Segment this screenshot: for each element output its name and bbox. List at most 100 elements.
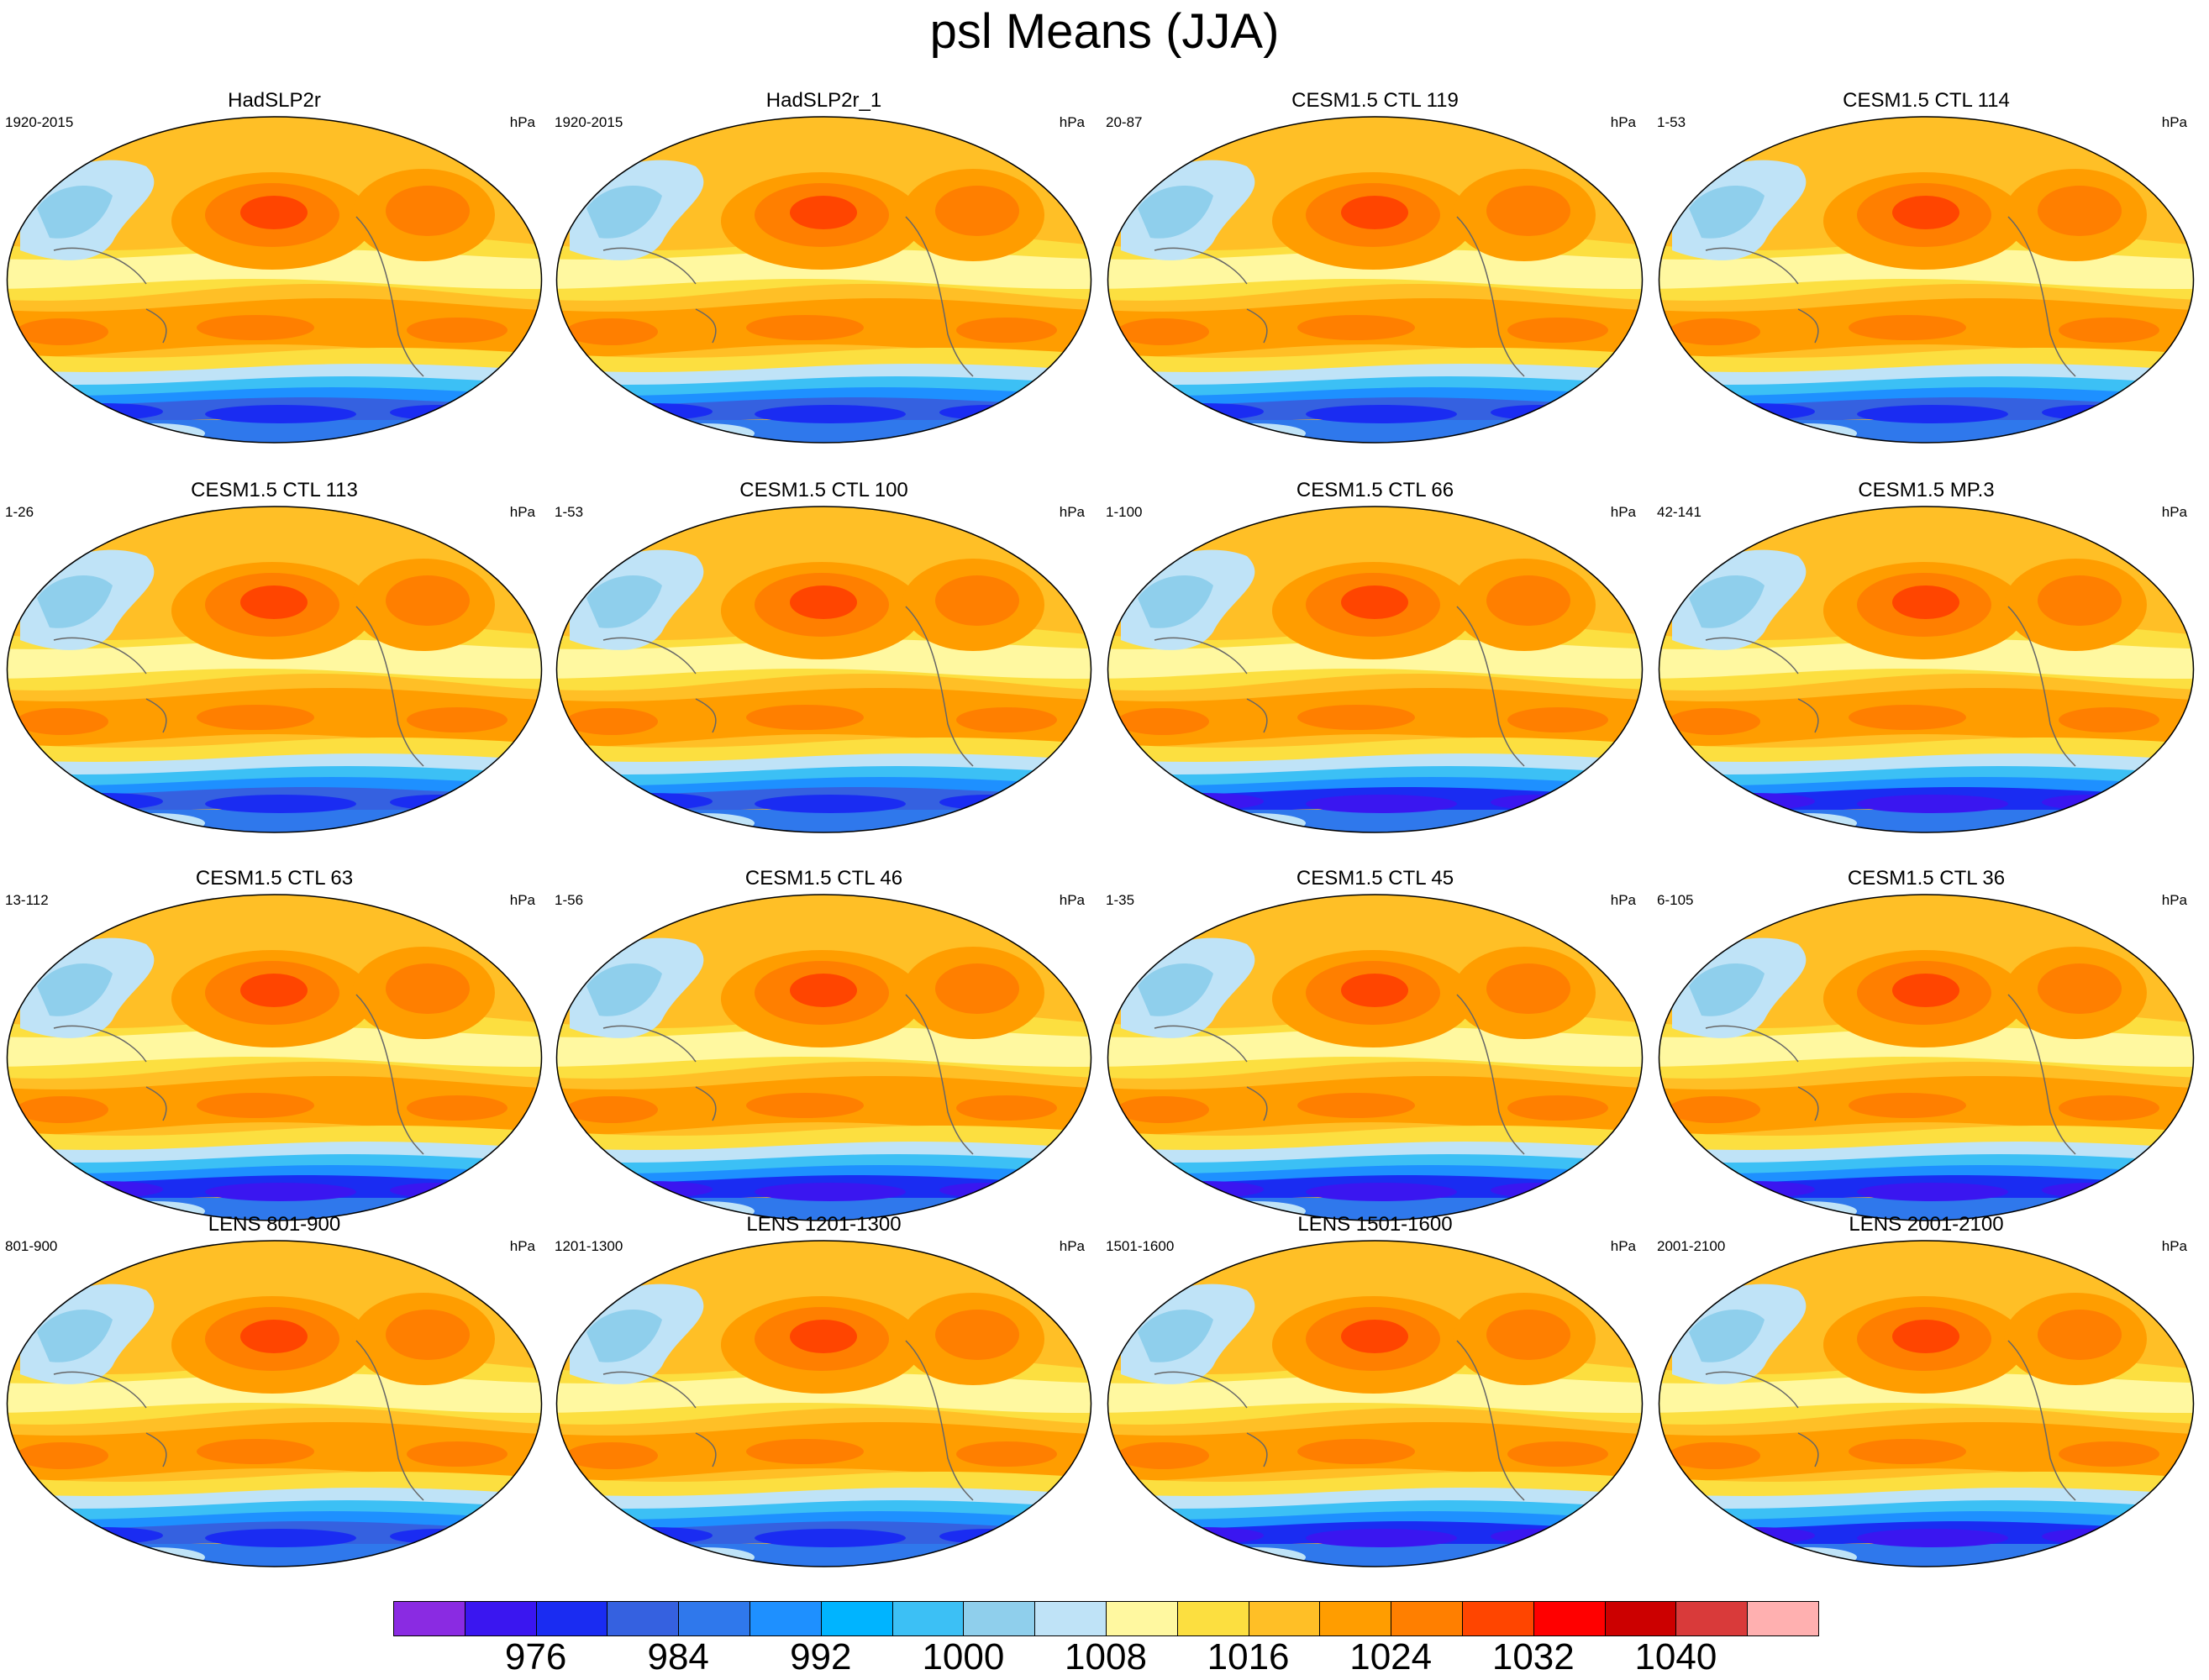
panel-title: CESM1.5 CTL 45: [1296, 867, 1454, 890]
colorbar-tick-label: 976: [504, 1636, 567, 1677]
panel-period: 2001-2100: [1657, 1238, 1726, 1254]
colorbar-swatch: [820, 1601, 893, 1636]
colorbar-swatch: [1747, 1601, 1819, 1636]
psl-map: [1107, 506, 1644, 833]
panel-period: 801-900: [5, 1238, 58, 1254]
map-panel: CESM1.5 CTL 119 20-87 hPa: [1104, 89, 1646, 446]
panel-title: CESM1.5 CTL 36: [1847, 867, 2006, 890]
panel-unit: hPa: [2161, 1238, 2187, 1254]
colorbar-swatch: [891, 1601, 965, 1636]
colorbar-labels: 976 984 992 1000 1008 1016 1024 1032 1040: [0, 1636, 2209, 1680]
panel-unit: hPa: [2161, 114, 2187, 130]
panel-title: HadSLP2r_1: [765, 89, 882, 112]
panel-period: 1-56: [555, 892, 584, 908]
map-panel: CESM1.5 CTL 36 6-105 hPa: [1655, 867, 2197, 1224]
psl-map: [555, 506, 1092, 833]
panel-period: 20-87: [1106, 114, 1143, 130]
colorbar-tick-label: 1016: [1207, 1636, 1290, 1677]
colorbar-tick-label: 1000: [922, 1636, 1005, 1677]
panel-title: LENS 1501-1600: [1297, 1213, 1453, 1236]
map-panel: CESM1.5 CTL 63 13-112 hPa: [3, 867, 545, 1224]
psl-map: [555, 116, 1092, 444]
psl-map: [555, 894, 1092, 1221]
panel-title: HadSLP2r: [228, 89, 321, 112]
panel-unit: hPa: [509, 504, 535, 520]
psl-map: [1107, 894, 1644, 1221]
colorbar-swatch: [1604, 1601, 1677, 1636]
psl-map: [1107, 1240, 1644, 1567]
panel-unit: hPa: [1610, 114, 1636, 130]
panel-unit: hPa: [509, 892, 535, 908]
panel-period: 1201-1300: [555, 1238, 623, 1254]
colorbar-swatch: [1462, 1601, 1534, 1636]
colorbar-swatch: [1533, 1601, 1606, 1636]
panel-period: 1920-2015: [555, 114, 623, 130]
panel-title: LENS 801-900: [208, 1213, 341, 1236]
colorbar-swatch: [464, 1601, 537, 1636]
colorbar-swatch: [1176, 1601, 1249, 1636]
psl-map: [1107, 116, 1644, 444]
colorbar-swatch: [749, 1601, 822, 1636]
map-panel: CESM1.5 MP.3 42-141 hPa: [1655, 479, 2197, 836]
panel-period: 1-100: [1106, 504, 1143, 520]
panel-unit: hPa: [509, 1238, 535, 1254]
colorbar-swatch: [1034, 1601, 1107, 1636]
panel-period: 1-26: [5, 504, 34, 520]
map-panel: HadSLP2r 1920-2015 hPa: [3, 89, 545, 446]
panel-unit: hPa: [1059, 114, 1085, 130]
panel-period: 1-53: [1657, 114, 1686, 130]
panel-unit: hPa: [2161, 504, 2187, 520]
map-panel: CESM1.5 CTL 100 1-53 hPa: [553, 479, 1095, 836]
psl-map: [6, 894, 543, 1221]
panel-period: 1-53: [555, 504, 584, 520]
panel-title: LENS 1201-1300: [746, 1213, 902, 1236]
panel-title: CESM1.5 CTL 63: [195, 867, 354, 890]
colorbar-tick-label: 1008: [1065, 1636, 1147, 1677]
map-panel: LENS 1201-1300 1201-1300 hPa: [553, 1213, 1095, 1570]
panel-title: CESM1.5 CTL 114: [1843, 89, 2010, 112]
panel-title: CESM1.5 CTL 113: [191, 479, 358, 501]
colorbar: [393, 1601, 1819, 1638]
map-panel: CESM1.5 CTL 66 1-100 hPa: [1104, 479, 1646, 836]
panel-unit: hPa: [1059, 1238, 1085, 1254]
panel-title: CESM1.5 MP.3: [1858, 479, 1995, 501]
colorbar-tick-label: 992: [790, 1636, 852, 1677]
panel-unit: hPa: [2161, 892, 2187, 908]
panel-title: CESM1.5 CTL 46: [744, 867, 903, 890]
map-panel: LENS 2001-2100 2001-2100 hPa: [1655, 1213, 2197, 1570]
panel-unit: hPa: [1059, 504, 1085, 520]
psl-map: [1658, 116, 2195, 444]
colorbar-swatch: [607, 1601, 680, 1636]
panel-unit: hPa: [1610, 504, 1636, 520]
colorbar-tick-label: 1040: [1634, 1636, 1717, 1677]
map-panel: CESM1.5 CTL 45 1-35 hPa: [1104, 867, 1646, 1224]
psl-map: [6, 506, 543, 833]
panel-period: 6-105: [1657, 892, 1694, 908]
panel-period: 1920-2015: [5, 114, 74, 130]
panel-period: 42-141: [1657, 504, 1701, 520]
colorbar-tick-label: 1024: [1349, 1636, 1433, 1677]
colorbar-swatch: [678, 1601, 750, 1636]
psl-map: [1658, 894, 2195, 1221]
colorbar-swatch: [963, 1601, 1036, 1636]
colorbar-swatch: [535, 1601, 608, 1636]
psl-map: [555, 1240, 1092, 1567]
colorbar-tick-label: 984: [647, 1636, 709, 1677]
colorbar-swatch: [1248, 1601, 1321, 1636]
panel-title: CESM1.5 CTL 100: [739, 479, 908, 501]
panel-period: 13-112: [5, 892, 49, 908]
map-panel: CESM1.5 CTL 46 1-56 hPa: [553, 867, 1095, 1224]
colorbar-swatch: [1106, 1601, 1178, 1636]
panel-title: CESM1.5 CTL 66: [1296, 479, 1454, 501]
panel-unit: hPa: [1610, 1238, 1636, 1254]
panel-title: LENS 2001-2100: [1849, 1213, 2004, 1236]
panel-period: 1-35: [1106, 892, 1135, 908]
colorbar-swatch: [1391, 1601, 1463, 1636]
map-panel: HadSLP2r_1 1920-2015 hPa: [553, 89, 1095, 446]
panel-unit: hPa: [509, 114, 535, 130]
panel-title: CESM1.5 CTL 119: [1291, 89, 1459, 112]
colorbar-tick-label: 1032: [1491, 1636, 1575, 1677]
psl-map: [1658, 506, 2195, 833]
colorbar-swatch: [1675, 1601, 1749, 1636]
map-panel: CESM1.5 CTL 114 1-53 hPa: [1655, 89, 2197, 446]
